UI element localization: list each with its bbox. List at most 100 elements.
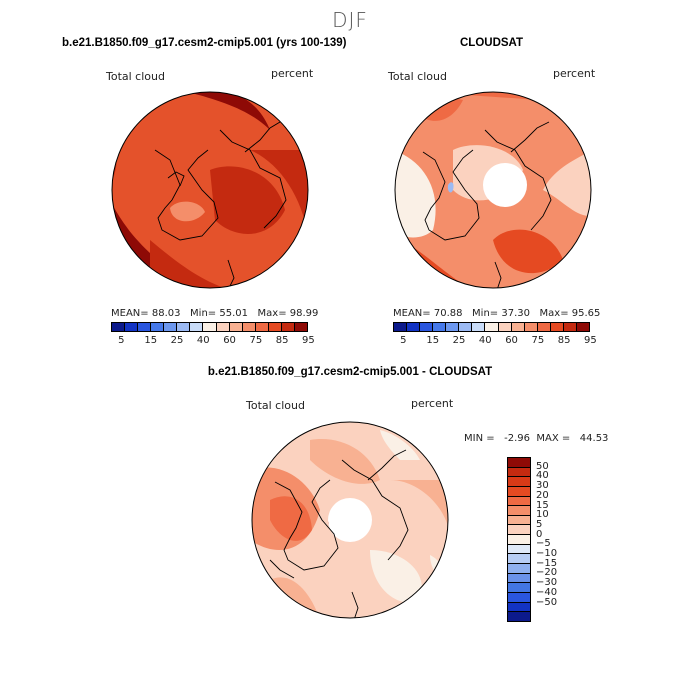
colorbar-swatch xyxy=(138,323,152,331)
colorbar-swatch xyxy=(268,323,282,331)
panel-b-field-label: Total cloud xyxy=(388,70,447,83)
colorbar-tick-label: 40 xyxy=(196,335,210,346)
colorbar-tick-label: 25 xyxy=(170,335,184,346)
panel-b-stats: MEAN= 70.88 Min= 37.30 Max= 95.65 xyxy=(393,308,600,319)
colorbar-swatch xyxy=(524,323,538,331)
colorbar-swatch xyxy=(508,602,530,613)
colorbar-swatch xyxy=(508,564,530,574)
colorbar-tick-label: −10 xyxy=(536,548,558,560)
colorbar-tick-label: 40 xyxy=(478,335,492,346)
colorbar-swatch xyxy=(190,323,204,331)
colorbar-swatch xyxy=(294,323,307,331)
colorbar-swatch xyxy=(508,496,530,507)
panel-c-units-label: percent xyxy=(411,397,454,410)
panel-a-min-value: 55.01 xyxy=(219,308,248,319)
colorbar-swatch xyxy=(508,612,530,621)
colorbar-swatch xyxy=(229,323,243,331)
colorbar-swatch xyxy=(508,467,530,478)
colorbar-tick-label: 95 xyxy=(302,335,315,346)
panel-a-min-label: Min= xyxy=(190,308,217,319)
season-title: DJF xyxy=(332,8,368,32)
panel-b-mean-label: MEAN= xyxy=(393,308,431,319)
colorbar-swatch xyxy=(508,573,530,584)
panel-b-title: CLOUDSAT xyxy=(460,37,524,49)
colorbar-swatch xyxy=(508,583,530,593)
colorbar-swatch xyxy=(255,323,269,331)
colorbar-swatch xyxy=(459,323,473,331)
colorbar-swatch xyxy=(242,323,256,331)
colorbar-tick-label: −50 xyxy=(536,596,558,608)
panel-b-min-value: 37.30 xyxy=(501,308,530,319)
colorbar-tick-label: −30 xyxy=(536,577,558,589)
panel-b-min-label: Min= xyxy=(472,308,499,319)
panel-a-colorbar xyxy=(111,322,308,332)
colorbar-tick-label: 15 xyxy=(536,499,549,511)
colorbar-swatch xyxy=(550,323,564,331)
colorbar-tick-label: 75 xyxy=(531,335,545,346)
panel-a-max-label: Max= xyxy=(257,308,287,319)
colorbar-swatch xyxy=(576,323,589,331)
colorbar-swatch xyxy=(511,323,525,331)
colorbar-tick-label: 0 xyxy=(536,528,543,540)
panel-c-title: b.e21.B1850.f09_g17.cesm2-cmip5.001 - CL… xyxy=(207,366,493,378)
colorbar-tick-label: 15 xyxy=(144,335,158,346)
colorbar-tick-label: 60 xyxy=(505,335,518,346)
colorbar-swatch xyxy=(508,458,530,468)
panel-a-mean-value: 88.03 xyxy=(151,308,181,319)
colorbar-tick-label: 25 xyxy=(452,335,466,346)
panel-b-max-value: 95.65 xyxy=(571,308,601,319)
panel-a-mean-label: MEAN= xyxy=(111,308,149,319)
colorbar-tick-label: −40 xyxy=(536,586,558,598)
colorbar-swatch xyxy=(164,323,178,331)
colorbar-swatch xyxy=(112,323,126,331)
colorbar-swatch xyxy=(177,323,191,331)
colorbar-swatch xyxy=(472,323,486,331)
colorbar-tick-label: 95 xyxy=(584,335,597,346)
colorbar-tick-label: 10 xyxy=(536,509,549,521)
panel-b-max-label: Max= xyxy=(539,308,569,319)
colorbar-swatch xyxy=(125,323,139,331)
colorbar-tick-label: −15 xyxy=(536,557,558,569)
colorbar-tick-label: 60 xyxy=(223,335,236,346)
colorbar-swatch xyxy=(508,554,530,565)
panel-a-stats: MEAN= 88.03 Min= 55.01 Max= 98.99 xyxy=(111,308,318,319)
colorbar-tick-label: 20 xyxy=(536,489,549,501)
colorbar-swatch xyxy=(407,323,421,331)
colorbar-swatch xyxy=(508,525,530,536)
colorbar-tick-label: 5 xyxy=(536,518,543,530)
colorbar-swatch xyxy=(281,323,295,331)
colorbar-swatch xyxy=(216,323,230,331)
colorbar-tick-label: 15 xyxy=(426,335,440,346)
colorbar-swatch xyxy=(498,323,512,331)
colorbar-tick-label: −5 xyxy=(536,538,551,550)
colorbar-tick-label: 85 xyxy=(275,335,289,346)
panel-b-polar-map xyxy=(394,91,592,289)
panel-a-polar-map xyxy=(111,91,309,289)
colorbar-tick-label: 40 xyxy=(536,470,549,482)
colorbar-swatch xyxy=(151,323,165,331)
colorbar-tick-label: −20 xyxy=(536,567,558,579)
panel-a-units-label: percent xyxy=(271,67,314,80)
colorbar-swatch xyxy=(485,323,499,331)
colorbar-swatch xyxy=(508,535,530,545)
panel-b-colorbar xyxy=(393,322,590,332)
colorbar-tick-label: 30 xyxy=(536,480,549,492)
panel-b-units-label: percent xyxy=(553,67,596,80)
colorbar-swatch xyxy=(508,477,530,487)
colorbar-swatch xyxy=(508,515,530,526)
colorbar-tick-label: 75 xyxy=(249,335,263,346)
colorbar-swatch xyxy=(508,506,530,516)
colorbar-swatch xyxy=(394,323,408,331)
colorbar-swatch xyxy=(508,592,530,603)
panel-c-field-label: Total cloud xyxy=(246,399,305,412)
colorbar-tick-label: 5 xyxy=(118,335,125,346)
panel-c-minmax: MIN = -2.96 MAX = 44.53 xyxy=(464,433,609,444)
colorbar-swatch xyxy=(537,323,551,331)
colorbar-swatch xyxy=(203,323,217,331)
panel-a-max-value: 98.99 xyxy=(289,308,319,319)
colorbar-tick-label: 50 xyxy=(536,460,549,472)
panel-a-title: b.e21.B1850.f09_g17.cesm2-cmip5.001 (yrs… xyxy=(62,37,347,49)
colorbar-tick-label: 85 xyxy=(557,335,571,346)
colorbar-swatch xyxy=(433,323,447,331)
colorbar-tick-label: 5 xyxy=(400,335,407,346)
